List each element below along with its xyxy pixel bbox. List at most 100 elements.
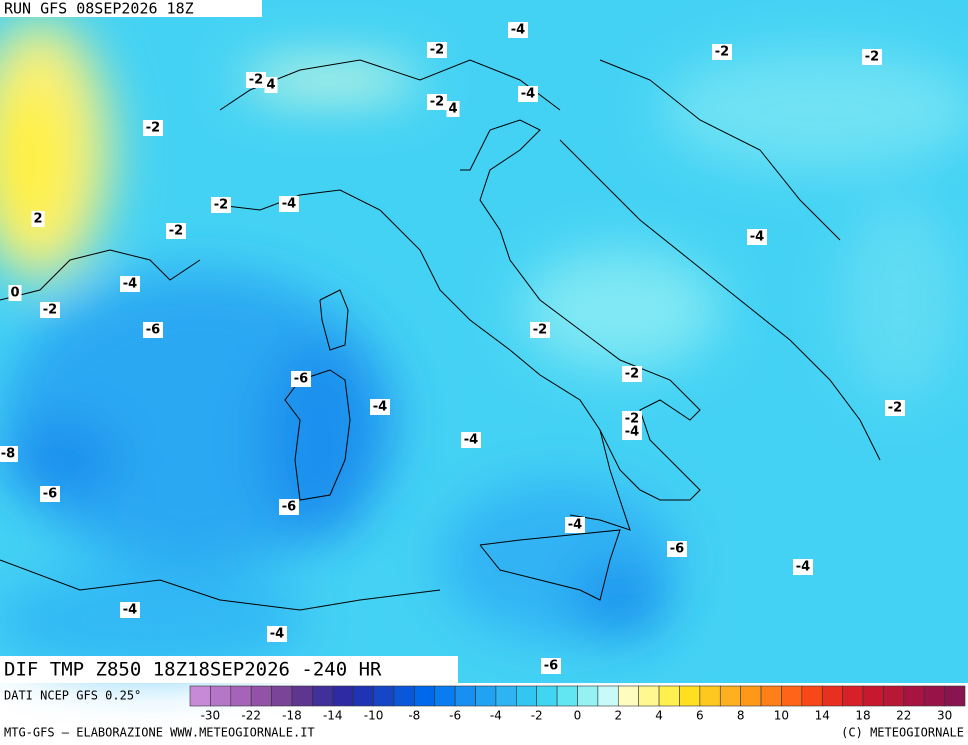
contour-label-box [143,322,163,338]
colorbar-tick-label: -6 [449,709,461,723]
contour-label: -4 [796,560,810,575]
contour-label: -2 [169,224,183,239]
contour-label-box [291,371,311,387]
colorbar-tick-label: 8 [737,709,745,723]
contour-label: -8 [1,447,15,462]
colorbar-tick-label: -4 [490,709,502,723]
contour-label-box [461,432,481,448]
contour-label: -4 [123,277,137,292]
colorbar-tick-label: -22 [241,709,261,723]
contour-label: -6 [146,323,160,338]
colorbar-swatch [842,685,864,707]
run-label: RUN GFS 08SEP2026 18Z [4,0,194,18]
contour-label-box [40,486,60,502]
colorbar-tick-label: -10 [364,709,384,723]
colorbar-tick-label: 2 [614,709,622,723]
contour-label-box [667,541,687,557]
contour-label-box [267,626,287,642]
colorbar: -30 -22 -18 -14 -10 -8 -6 -4 -2 0 2 4 6 8 10 14 18 22 30 [189,685,966,723]
contour-label-box [518,86,538,102]
contour-label-box [885,400,905,416]
colorbar-swatch [312,685,334,707]
contour-label-box [0,446,18,462]
contour-label: -2 [430,43,444,58]
colorbar-tick-label: -30 [201,709,221,723]
colorbar-swatch [862,685,884,707]
colorbar-tick-label: 10 [774,709,789,723]
colorbar-tick-label: 30 [937,709,952,723]
header-box [0,0,262,17]
colorbar-tick-label: -2 [531,709,543,723]
contour-label-box [370,399,390,415]
contour-label: -6 [670,542,684,557]
colorbar-swatch [536,685,558,707]
colorbar-swatch [291,685,313,707]
field-label: DIF TMP Z850 18Z18SEP2026 -240 HR [4,659,382,681]
contour-label: -2 [888,401,902,416]
contour-label: -4 [464,433,478,448]
colorbar-swatch [883,685,905,707]
contour-label-box [279,196,299,212]
contour-label: -2 [430,95,444,110]
contour-label: -2 [43,303,57,318]
contour-label: -4 [511,23,525,38]
contour-label: 2 [33,212,42,227]
contour-label: -2 [625,412,639,427]
colorbar-swatch [903,685,925,707]
contour-label-box [120,276,140,292]
contour-label-box [8,285,22,301]
contour-label-box [120,602,140,618]
contour-label: -6 [294,372,308,387]
contour-label-box [264,77,278,93]
colorbar-swatch [781,685,803,707]
contour-label-box [508,22,528,38]
contour-label: -4 [373,400,387,415]
coastlines [0,59,881,611]
colorbar-swatch [944,685,966,707]
contour-label-box [446,101,460,117]
contour-label-box [246,72,266,88]
contour-label-box [427,94,447,110]
colorbar-swatch [434,685,456,707]
contour-label: -4 [123,603,137,618]
contour-label: -6 [282,500,296,515]
colorbar-swatch [516,685,538,707]
colorbar-tick-label: 18 [855,709,870,723]
contour-label: -4 [750,230,764,245]
contour-label-box [211,197,231,213]
contour-label-box [40,302,60,318]
contour-label: -2 [715,45,729,60]
contour-label: 0 [10,286,19,301]
colorbar-swatch [597,685,619,707]
contour-label: -2 [146,121,160,136]
contour-label: -4 [568,518,582,533]
colorbar-swatch [414,685,436,707]
contour-label: -6 [43,487,57,502]
colorbar-tick-label: -8 [408,709,420,723]
contour-label: 4 [448,102,457,117]
colorbar-tick-label: -14 [323,709,343,723]
credit-label: MTG-GFS – ELABORAZIONE WWW.METEOGIORNALE… [4,726,315,740]
colorbar-swatch [821,685,843,707]
contour-label-box [747,229,767,245]
footer-box [0,656,458,683]
colorbar-swatch [719,685,741,707]
contour-label-box [541,658,561,674]
colorbar-swatch [740,685,762,707]
contour-label: -2 [865,50,879,65]
colorbar-swatch [801,685,823,707]
colorbar-swatch [393,685,415,707]
contour-label: -2 [249,73,263,88]
colorbar-swatch [230,685,252,707]
contour-labels: -4-2 -2 -2-2 4-2 4-4-2-2 -4-22-4-40-2-6 -2-6 -2… [0,22,905,674]
contour-label-box [31,211,45,227]
colorbar-swatch [271,685,293,707]
contour-label-box [565,517,585,533]
map-field [0,0,968,683]
contour-label: -4 [270,627,284,642]
contour-label-box [622,411,642,427]
colorbar-swatch [617,685,639,707]
source-label: DATI NCEP GFS 0.25° [4,689,141,703]
